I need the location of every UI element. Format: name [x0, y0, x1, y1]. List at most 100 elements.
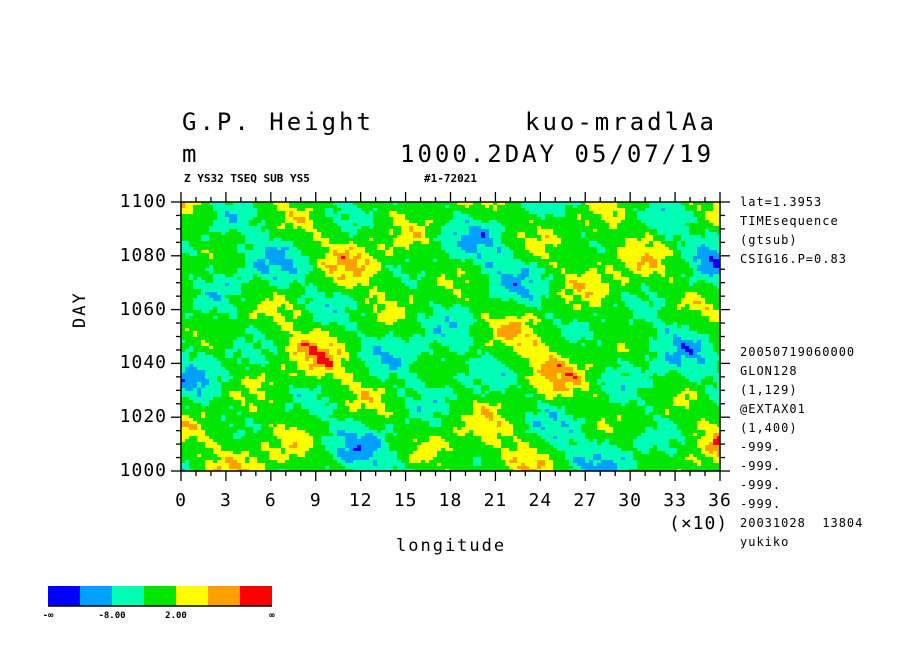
heatmap-cell [637, 259, 641, 262]
heatmap-cell [437, 289, 441, 292]
heatmap-cell [237, 262, 241, 265]
heatmap-cell [501, 298, 505, 301]
heatmap-cell [589, 256, 593, 259]
heatmap-cell [553, 244, 557, 247]
heatmap-cell [309, 295, 313, 298]
heatmap-cell [425, 226, 429, 229]
heatmap-cell [605, 223, 609, 226]
heatmap-cell [401, 262, 405, 265]
heatmap-cell [673, 286, 677, 289]
heatmap-cell [489, 262, 493, 265]
heatmap-cell [357, 256, 361, 259]
heatmap-cell [489, 208, 493, 211]
heatmap-cell [481, 307, 485, 310]
heatmap-cell [477, 202, 481, 205]
heatmap-cell [353, 223, 357, 226]
heatmap-cell [429, 289, 433, 292]
heatmap-cell [209, 283, 213, 286]
heatmap-cell [357, 298, 361, 301]
heatmap-cell [561, 271, 565, 274]
heatmap-cell [369, 250, 373, 253]
heatmap-cell [481, 277, 485, 280]
heatmap-cell [477, 232, 481, 235]
heatmap-cell [217, 262, 221, 265]
heatmap-cell [385, 259, 389, 262]
heatmap-cell [265, 226, 269, 229]
heatmap-field [181, 202, 720, 471]
heatmap-cell [677, 247, 681, 250]
heatmap-cell [677, 304, 681, 307]
heatmap-cell [521, 289, 525, 292]
heatmap-cell [565, 286, 569, 289]
heatmap-cell [253, 262, 257, 265]
heatmap-cell [545, 295, 549, 298]
heatmap-cell [193, 274, 197, 277]
heatmap-cell [413, 259, 417, 262]
heatmap-cell [265, 286, 269, 289]
heatmap-cell [489, 274, 493, 277]
heatmap-cell [201, 274, 205, 277]
heatmap-cell [277, 265, 281, 268]
heatmap-cell [277, 283, 281, 286]
heatmap-cell [513, 283, 517, 286]
heatmap-cell [217, 289, 221, 292]
heatmap-cell [521, 265, 525, 268]
heatmap-cell [697, 226, 701, 229]
heatmap-cell [469, 202, 473, 205]
heatmap-cell [209, 208, 213, 211]
heatmap-cell [417, 241, 421, 244]
heatmap-cell [417, 262, 421, 265]
heatmap-cell [509, 298, 513, 301]
heatmap-cell [709, 304, 713, 307]
heatmap-cell [669, 232, 673, 235]
heatmap-cell [389, 310, 393, 313]
heatmap-cell [193, 253, 197, 256]
heatmap-cell [221, 298, 225, 301]
heatmap-cell [437, 301, 441, 304]
heatmap-cell [577, 238, 581, 241]
heatmap-cell [381, 268, 385, 271]
heatmap-cell [497, 205, 501, 208]
heatmap-cell [609, 277, 613, 280]
heatmap-cell [241, 229, 245, 232]
heatmap-cell [437, 274, 441, 277]
heatmap-cell [629, 268, 633, 271]
heatmap-cell [225, 280, 229, 283]
heatmap-cell [445, 229, 449, 232]
heatmap-cell [649, 202, 653, 205]
heatmap-cell [261, 310, 265, 313]
heatmap-cell [657, 223, 661, 226]
heatmap-cell [445, 238, 449, 241]
heatmap-cell [361, 283, 365, 286]
heatmap-cell [605, 253, 609, 256]
heatmap-cell [381, 223, 385, 226]
heatmap-cell [641, 289, 645, 292]
heatmap-cell [577, 289, 581, 292]
heatmap-cell [301, 280, 305, 283]
heatmap-cell [497, 232, 501, 235]
heatmap-cell [673, 244, 677, 247]
heatmap-cell [217, 310, 221, 313]
heatmap-cell [677, 271, 681, 274]
heatmap-cell [633, 298, 637, 301]
heatmap-cell [277, 286, 281, 289]
heatmap-cell [193, 307, 197, 310]
heatmap-cell [425, 310, 429, 313]
heatmap-cell [465, 217, 469, 220]
heatmap-cell [677, 265, 681, 268]
heatmap-cell [461, 238, 465, 241]
heatmap-cell [501, 250, 505, 253]
heatmap-cell [277, 298, 281, 301]
heatmap-cell [285, 244, 289, 247]
heatmap-cell [301, 214, 305, 217]
heatmap-cell [409, 235, 413, 238]
heatmap-cell [673, 220, 677, 223]
heatmap-cell [221, 283, 225, 286]
heatmap-cell [677, 259, 681, 262]
heatmap-cell [585, 229, 589, 232]
heatmap-cell [549, 277, 553, 280]
heatmap-cell [413, 277, 417, 280]
heatmap-cell [661, 247, 665, 250]
heatmap-cell [285, 250, 289, 253]
heatmap-cell [197, 250, 201, 253]
